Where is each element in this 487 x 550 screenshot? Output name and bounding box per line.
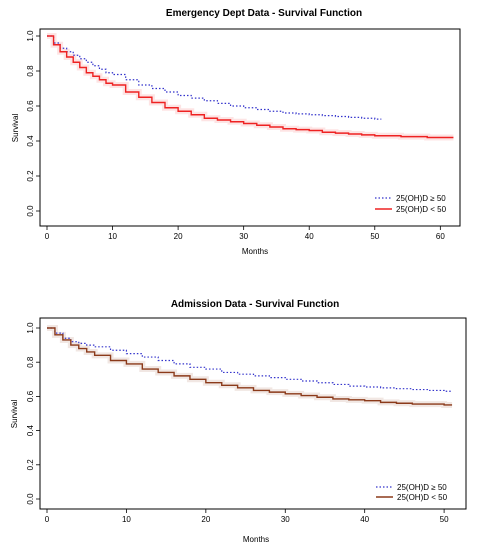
legend: 25(OH)D ≥ 50 25(OH)D < 50 bbox=[375, 194, 447, 214]
x-tick-label: 40 bbox=[305, 232, 314, 241]
x-axis-label: Months bbox=[243, 535, 269, 544]
x-tick-label: 40 bbox=[360, 515, 369, 524]
emergency-dept-chart: Emergency Dept Data - Survival Function … bbox=[11, 8, 461, 256]
x-tick-label: 60 bbox=[436, 232, 445, 241]
legend-label-high: 25(OH)D ≥ 50 bbox=[397, 483, 447, 492]
legend-label-high: 25(OH)D ≥ 50 bbox=[396, 194, 446, 203]
y-tick-label: 0.4 bbox=[26, 135, 35, 147]
y-axis-label: Survival bbox=[10, 400, 19, 429]
axis-ticks: 0 10 20 30 40 50 60 0.0 0.2 0.4 0.6 0.8 1.0 bbox=[26, 30, 445, 241]
series-lines bbox=[47, 325, 453, 408]
series-line-1 bbox=[47, 35, 454, 139]
chart-title: Emergency Dept Data - Survival Function bbox=[166, 8, 362, 19]
y-tick-label: 0.0 bbox=[26, 205, 35, 217]
plot-frame bbox=[39, 28, 461, 227]
x-tick-label: 20 bbox=[201, 515, 210, 524]
plot-frame bbox=[39, 317, 467, 510]
x-tick-label: 20 bbox=[174, 232, 183, 241]
series-line-1 bbox=[47, 327, 453, 406]
y-axis-label: Survival bbox=[11, 114, 20, 143]
x-tick-label: 30 bbox=[239, 232, 248, 241]
legend: 25(OH)D ≥ 50 25(OH)D < 50 bbox=[376, 483, 448, 502]
x-tick-label: 10 bbox=[108, 232, 117, 241]
y-tick-label: 0.2 bbox=[26, 170, 35, 182]
legend-label-low: 25(OH)D < 50 bbox=[396, 205, 447, 214]
axis-ticks: 0 10 20 30 40 50 0.0 0.2 0.4 0.6 0.8 1.0 bbox=[26, 322, 449, 524]
x-tick-label: 0 bbox=[45, 515, 50, 524]
legend-label-low: 25(OH)D < 50 bbox=[397, 493, 448, 502]
y-tick-label: 0.4 bbox=[26, 424, 35, 436]
x-tick-label: 10 bbox=[122, 515, 131, 524]
y-tick-label: 0.6 bbox=[26, 100, 35, 112]
series-line-0 bbox=[47, 327, 453, 392]
y-tick-label: 1.0 bbox=[26, 322, 35, 334]
x-tick-label: 30 bbox=[281, 515, 290, 524]
x-tick-label: 0 bbox=[45, 232, 50, 241]
series-lines bbox=[47, 33, 454, 141]
admission-chart: Admission Data - Survival Function Month… bbox=[10, 299, 467, 544]
y-tick-label: 0.2 bbox=[26, 459, 35, 471]
y-tick-label: 0.0 bbox=[26, 493, 35, 505]
y-tick-label: 1.0 bbox=[26, 30, 35, 42]
series-line-0 bbox=[47, 35, 382, 120]
y-tick-label: 0.8 bbox=[26, 356, 35, 368]
x-axis-label: Months bbox=[242, 247, 268, 256]
x-tick-label: 50 bbox=[440, 515, 449, 524]
x-tick-label: 50 bbox=[370, 232, 379, 241]
y-tick-label: 0.6 bbox=[26, 390, 35, 402]
y-tick-label: 0.8 bbox=[26, 65, 35, 77]
chart-title: Admission Data - Survival Function bbox=[171, 299, 339, 310]
